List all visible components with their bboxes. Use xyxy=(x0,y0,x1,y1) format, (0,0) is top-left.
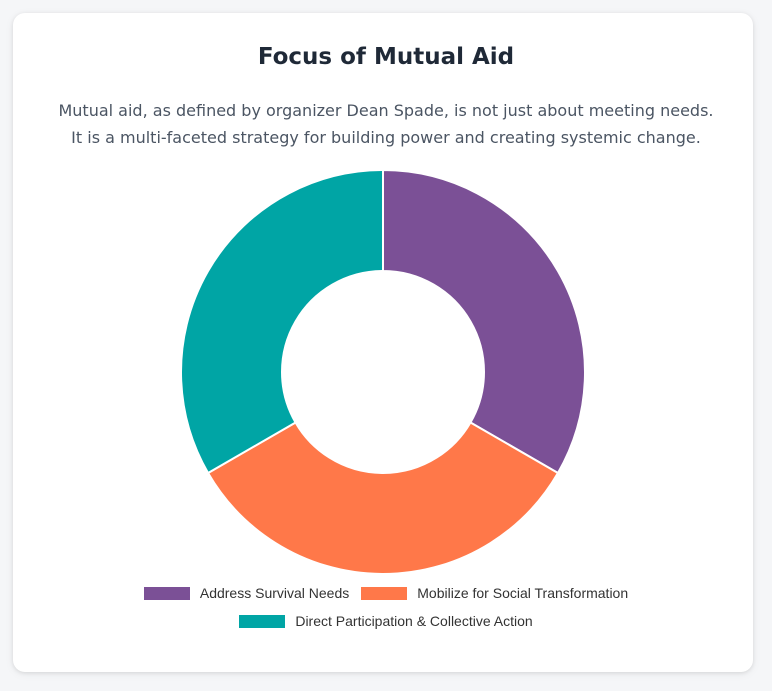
legend-label: Address Survival Needs xyxy=(199,585,350,601)
legend-swatch xyxy=(239,614,286,628)
legend-swatch xyxy=(361,586,408,600)
legend-row: Direct Participation & Collective Action xyxy=(0,613,772,629)
legend-label: Direct Participation & Collective Action xyxy=(295,613,533,629)
subtitle-line-1: Mutual aid, as defined by organizer Dean… xyxy=(58,101,714,120)
legend-swatch xyxy=(143,586,190,600)
legend-item-direct-participation[interactable]: Direct Participation & Collective Action xyxy=(239,613,533,629)
legend-row: Address Survival Needs Mobilize for Soci… xyxy=(0,585,772,601)
legend-label: Mobilize for Social Transformation xyxy=(417,585,629,601)
donut-slice-mobilize-for-social-transformation[interactable] xyxy=(206,421,560,575)
chart-title: Focus of Mutual Aid xyxy=(257,44,515,70)
chart-subtitle: Mutual aid, as defined by organizer Dean… xyxy=(0,97,772,151)
donut-slice-direct-participation-collective-action[interactable] xyxy=(180,168,384,475)
legend-item-mobilize-social-transformation[interactable]: Mobilize for Social Transformation xyxy=(361,585,628,601)
legend-item-address-survival-needs[interactable]: Address Survival Needs xyxy=(143,585,350,601)
donut-slice-address-survival-needs[interactable] xyxy=(382,168,586,475)
subtitle-line-2: It is a multi-faceted strategy for build… xyxy=(71,128,701,147)
